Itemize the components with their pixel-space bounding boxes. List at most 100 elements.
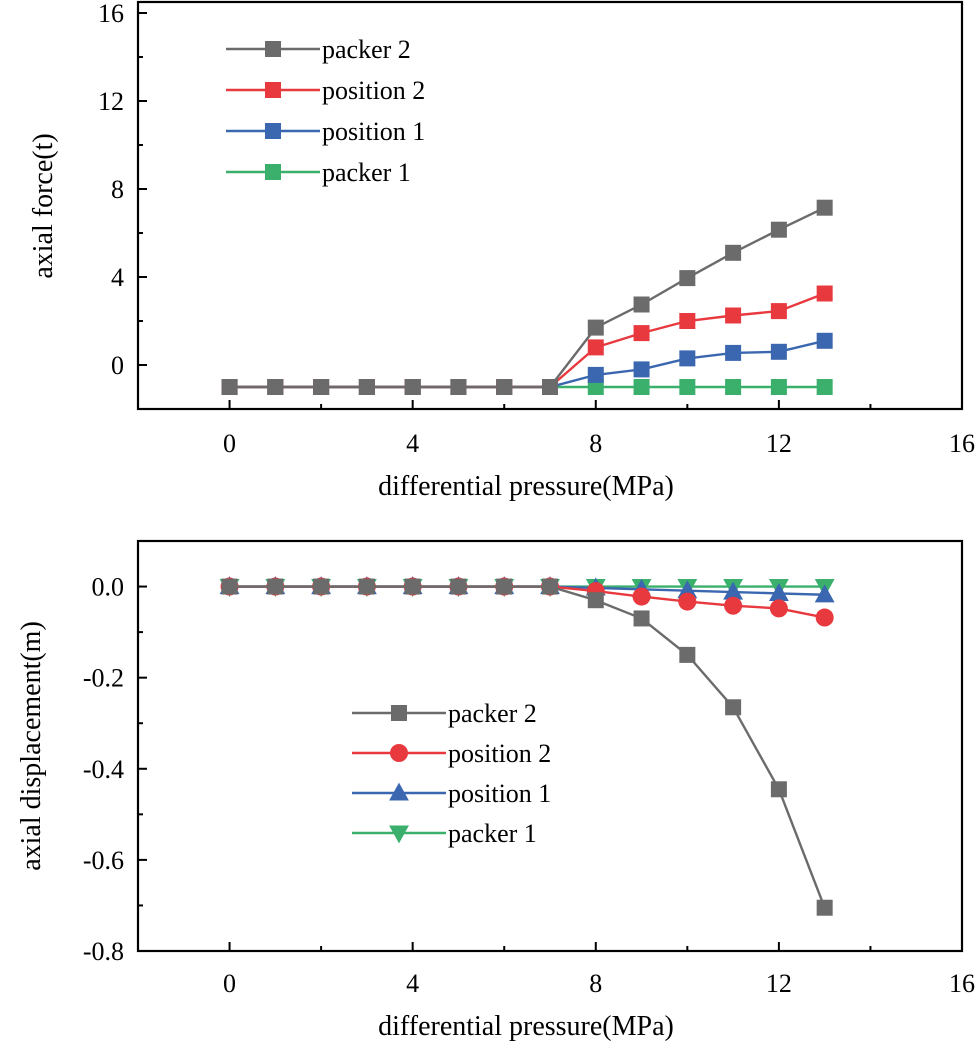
- data-point: [632, 587, 651, 606]
- data-point: [770, 781, 787, 798]
- data-point: [816, 899, 833, 916]
- data-point: [633, 610, 650, 627]
- data-point: [358, 578, 375, 595]
- legend-item: packer 1: [226, 158, 411, 187]
- data-point: [542, 578, 558, 595]
- x-tick-label: 4: [406, 969, 419, 998]
- x-axis-label: differential pressure(MPa): [378, 471, 674, 502]
- data-point: [677, 580, 698, 599]
- x-tick-label: 8: [589, 969, 602, 998]
- legend-marker: [265, 82, 281, 98]
- data-point: [358, 379, 375, 395]
- legend-item: position 1: [352, 779, 551, 808]
- data-point: [404, 578, 421, 595]
- legend-item: packer 1: [352, 819, 537, 848]
- data-point: [725, 699, 742, 716]
- y-tick-label: -0.8: [83, 937, 124, 966]
- data-point: [633, 296, 650, 313]
- data-point: [770, 221, 787, 238]
- y-tick-label: 4: [111, 263, 124, 292]
- data-point: [679, 350, 696, 367]
- data-point: [404, 379, 421, 395]
- y-tick-label: 12: [98, 87, 124, 116]
- y-tick-label: 0: [111, 351, 124, 380]
- data-point: [723, 581, 744, 600]
- legend-label: position 2: [322, 76, 425, 105]
- y-tick-labels: 0 4 8 12 16: [98, 0, 124, 380]
- legend-item: packer 2: [226, 35, 411, 64]
- legend: packer 2 position 2 position 1 packer 1: [226, 35, 425, 187]
- data-point: [450, 379, 467, 395]
- data-point: [221, 379, 238, 395]
- axis-ticks: [138, 540, 963, 952]
- legend-label: position 1: [322, 117, 425, 146]
- data-point: [725, 307, 742, 324]
- axial-force-chart: 0 4 8 12 16 0 4 8 12 16 differential pressure(MP…: [28, 0, 975, 502]
- data-point: [267, 578, 284, 595]
- data-point: [816, 379, 833, 395]
- x-tick-label: 8: [589, 429, 602, 458]
- legend-label: packer 1: [322, 158, 411, 187]
- x-tick-label: 16: [949, 429, 975, 458]
- x-tick-label: 4: [406, 429, 419, 458]
- data-point: [770, 303, 787, 320]
- x-tick-label: 16: [949, 969, 975, 998]
- data-point: [313, 578, 330, 595]
- data-point: [816, 285, 833, 302]
- legend-label: packer 1: [448, 819, 537, 848]
- x-tick-label: 0: [223, 969, 236, 998]
- legend-marker: [389, 825, 409, 844]
- data-point: [769, 599, 788, 618]
- data-point: [633, 361, 650, 378]
- y-tick-label: 0.0: [92, 573, 125, 602]
- data-point: [770, 343, 787, 360]
- legend-marker: [265, 123, 281, 139]
- plot-frame: [136, 539, 964, 953]
- data-point: [587, 592, 604, 609]
- legend-marker: [391, 705, 407, 721]
- legend-item: position 2: [352, 739, 551, 768]
- data-point: [587, 319, 604, 336]
- data-point: [816, 332, 833, 349]
- y-axis-label: axial displacement(m): [16, 621, 47, 871]
- series-position-2: [221, 285, 833, 395]
- data-point: [587, 366, 604, 383]
- y-tick-label: -0.4: [83, 755, 124, 784]
- data-point: [768, 582, 789, 601]
- data-point: [313, 379, 330, 395]
- data-point: [679, 313, 696, 329]
- legend-label: position 2: [448, 739, 551, 768]
- y-tick-label: -0.2: [83, 664, 124, 693]
- data-point: [725, 344, 742, 361]
- data-point: [815, 608, 834, 627]
- series-position-2: [220, 577, 834, 627]
- legend-marker: [265, 41, 281, 57]
- data-point: [542, 379, 558, 395]
- y-axis-label: axial force(t): [28, 133, 59, 278]
- data-point: [770, 379, 787, 395]
- data-point: [678, 592, 697, 611]
- series-layer: [221, 199, 833, 395]
- data-point: [816, 199, 833, 216]
- legend-label: packer 2: [448, 699, 537, 728]
- x-tick-label: 12: [766, 969, 792, 998]
- x-tick-label: 12: [766, 429, 792, 458]
- legend-item: position 2: [226, 76, 425, 105]
- data-point: [679, 270, 696, 287]
- x-tick-labels: 0 4 8 12 16: [223, 429, 975, 458]
- data-point: [725, 244, 742, 261]
- series-packer-2: [221, 578, 833, 916]
- series-layer: [219, 576, 835, 916]
- legend-label: packer 2: [322, 35, 411, 64]
- data-point: [496, 379, 513, 395]
- x-axis-label: differential pressure(MPa): [378, 1011, 674, 1041]
- axial-displacement-chart: 0 4 8 12 16 0.0 -0.2 -0.4 -0.6 -0.8 differential…: [16, 539, 975, 1041]
- data-point: [496, 578, 513, 595]
- data-point: [221, 578, 238, 595]
- x-tick-labels: 0 4 8 12 16: [223, 969, 975, 998]
- series-packer-1: [219, 578, 835, 597]
- x-tick-label: 0: [223, 429, 236, 458]
- plot-frame: [136, 0, 964, 411]
- data-point: [814, 584, 835, 603]
